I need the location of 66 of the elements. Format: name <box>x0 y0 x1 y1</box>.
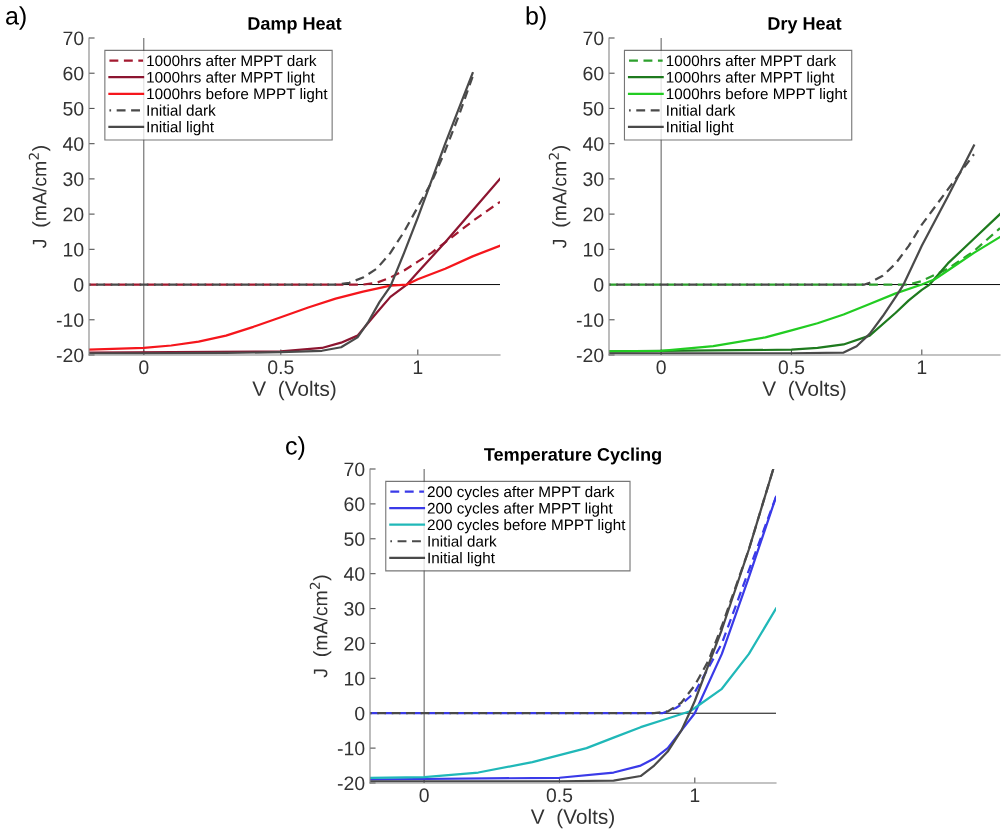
chart-title: Dry Heat <box>768 17 842 34</box>
y-tick-label: 70 <box>344 462 365 477</box>
y-tick-label: 40 <box>582 137 604 151</box>
x-tick-label: 1 <box>690 788 700 802</box>
x-tick-label: 0 <box>419 788 429 803</box>
y-axis-title: J (mA/cm$^{2}$) <box>548 146 571 248</box>
y-tick-label: 50 <box>63 101 84 116</box>
y-tick-label: 60 <box>344 497 365 512</box>
legend-label: 1000hrs before MPPT light <box>666 88 848 103</box>
y-tick-label: 20 <box>63 207 84 222</box>
y-tick-label: 70 <box>583 31 604 46</box>
y-tick-label: 30 <box>344 602 365 616</box>
y-tick-label: -20 <box>576 348 604 363</box>
y-tick-label: 10 <box>584 242 604 257</box>
x-tick-label: 0 <box>656 360 666 375</box>
y-tick-label: -20 <box>337 776 365 791</box>
y-tick-label: 20 <box>583 207 604 222</box>
legend-label: 1000hrs after MPPT light <box>147 71 315 86</box>
y-tick-label: 20 <box>344 636 365 651</box>
text: a) <box>6 6 26 30</box>
legend-label: Initial light <box>667 121 734 136</box>
y-tick-label: 40 <box>62 137 84 151</box>
y-tick-label: 0 <box>355 706 365 721</box>
legend-label: 200 cycles after MPPT light <box>427 502 613 517</box>
legend-label: Initial dark <box>428 535 497 547</box>
legend-label: Initial light <box>428 552 495 567</box>
legend-label: 200 cycles before MPPT light <box>427 519 626 534</box>
y-tick-label: 10 <box>345 671 365 686</box>
y-tick-label: 30 <box>63 172 84 187</box>
y-tick-label: 60 <box>63 66 84 81</box>
y-tick-label: 0 <box>594 278 604 292</box>
y-tick-label: 30 <box>583 172 604 187</box>
x-axis-title: V (Volts) <box>530 808 614 829</box>
text: c) <box>286 436 305 460</box>
y-tick-label: -10 <box>56 313 84 328</box>
x-axis-title: V (Volts) <box>252 380 336 401</box>
x-tick-label: 1 <box>917 360 927 374</box>
y-tick-label: -10 <box>337 741 365 756</box>
x-tick-label: 1 <box>413 360 423 374</box>
legend-label: 1000hrs after MPPT dark <box>147 54 317 67</box>
y-tick-label: 70 <box>63 31 84 46</box>
y-tick-label: 50 <box>344 532 365 547</box>
legend-label: Initial light <box>147 121 214 136</box>
legend-label: 1000hrs after MPPT light <box>666 71 835 86</box>
x-axis-title: V (Volts) <box>762 380 846 401</box>
x-tick-label: 0.5 <box>778 360 805 375</box>
y-tick-label: 0 <box>74 278 84 292</box>
y-axis-title: J (mA/cm$^{2}$) <box>309 575 332 678</box>
y-tick-label: 10 <box>64 242 84 257</box>
legend-label: 200 cycles after MPPT dark <box>427 485 615 501</box>
y-axis-title: J (mA/cm$^{2}$) <box>28 146 51 248</box>
chart-title: Temperature Cycling <box>484 447 661 465</box>
legend-label: Initial dark <box>147 104 216 116</box>
legend-label: 1000hrs before MPPT light <box>147 88 328 103</box>
y-tick-label: -20 <box>56 348 84 363</box>
legend-label: Initial dark <box>667 104 736 116</box>
x-tick-label: 0.5 <box>546 788 573 803</box>
y-tick-label: 50 <box>583 101 604 116</box>
x-tick-label: 0.5 <box>268 360 294 375</box>
chart-title: Damp Heat <box>248 17 342 34</box>
y-tick-label: 40 <box>343 567 365 581</box>
y-tick-label: 60 <box>583 66 604 81</box>
y-tick-label: -10 <box>576 313 604 328</box>
x-tick-label: 0 <box>139 360 149 375</box>
text: b) <box>526 6 546 30</box>
legend-label: 1000hrs after MPPT dark <box>666 54 837 67</box>
